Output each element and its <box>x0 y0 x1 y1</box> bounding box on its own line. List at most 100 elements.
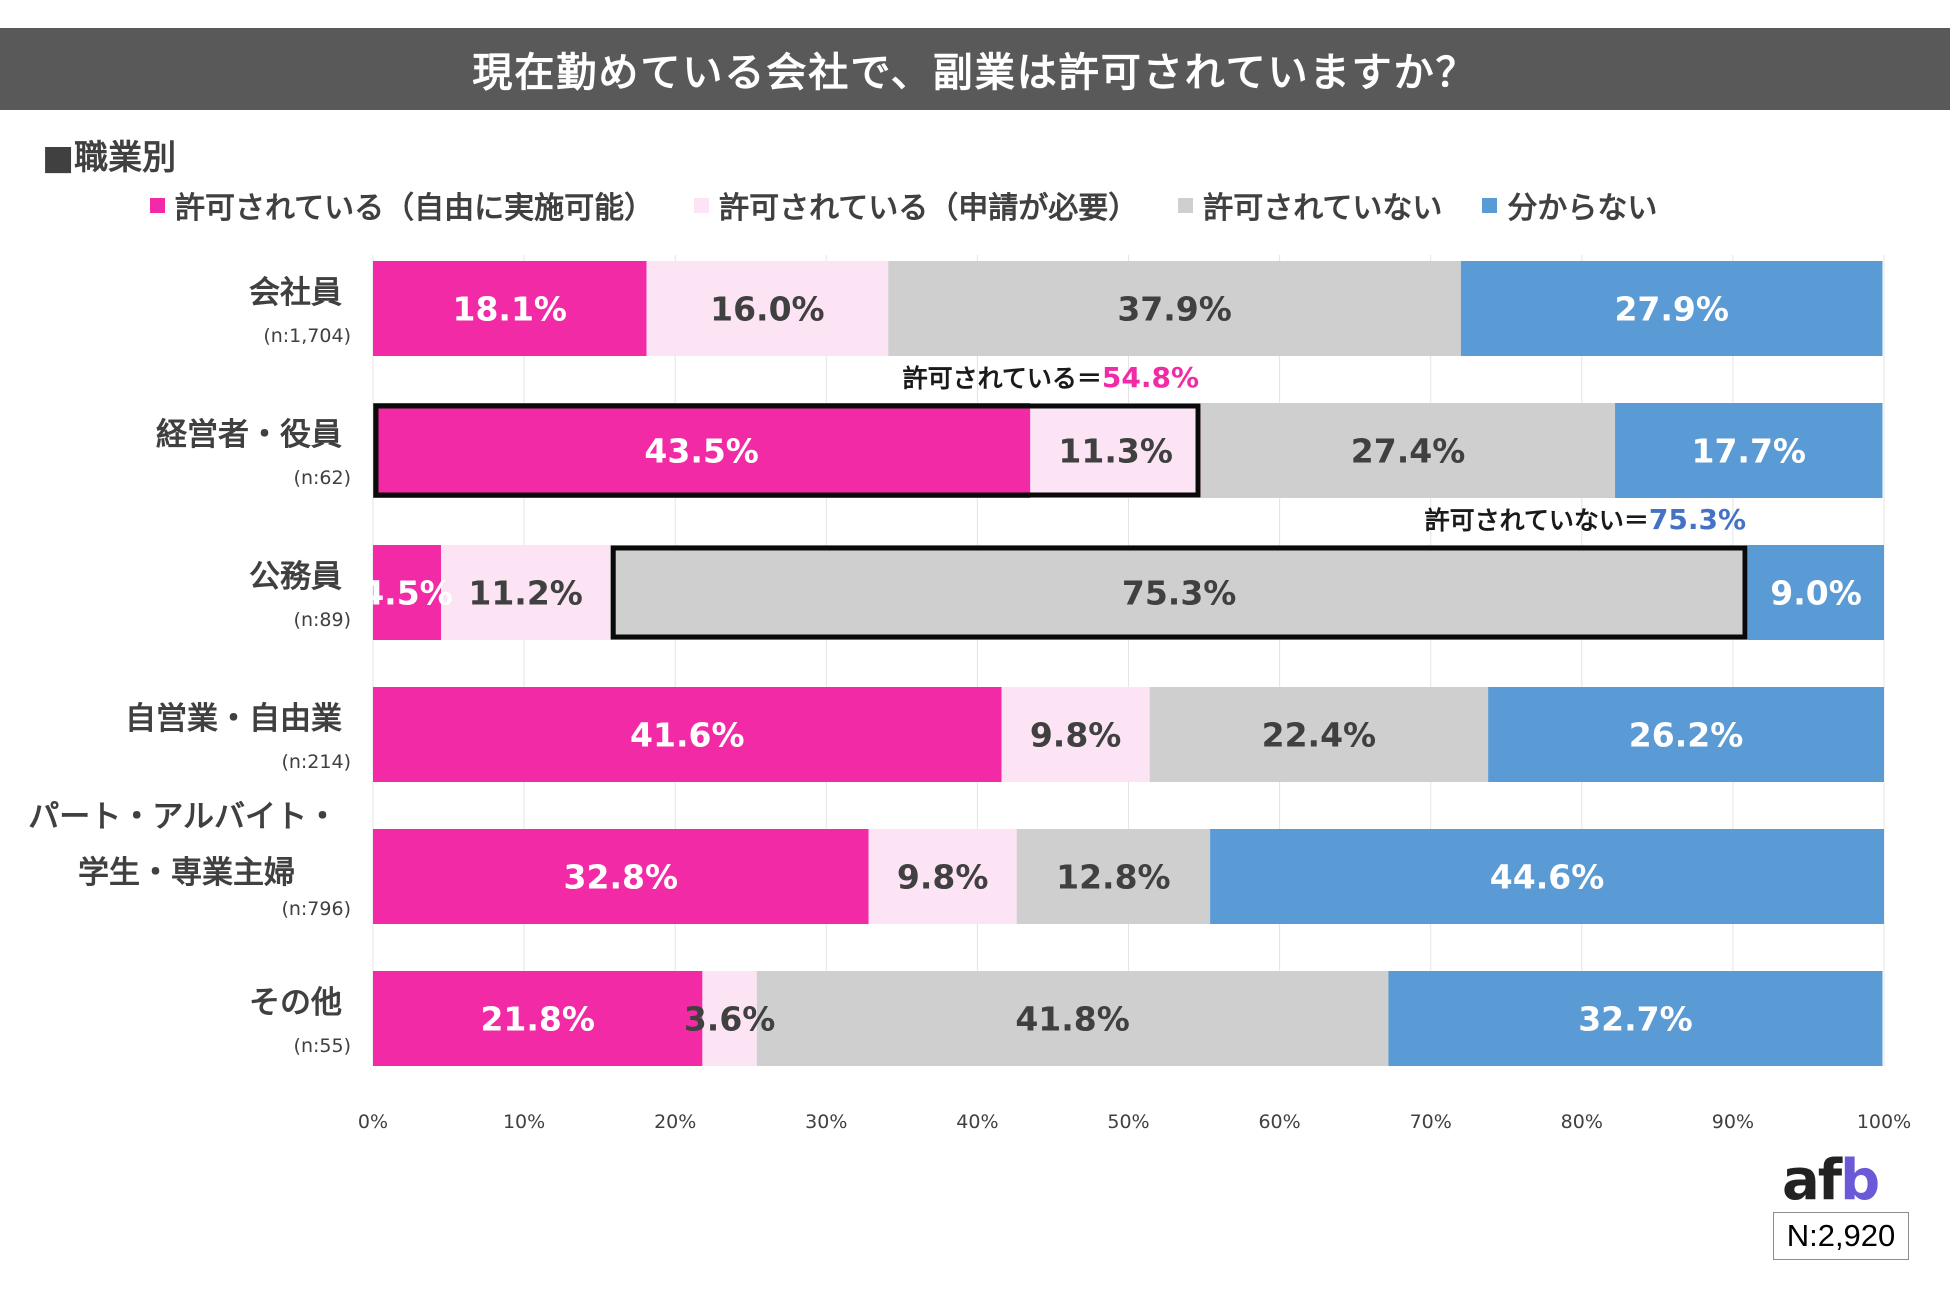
x-tick-label: 0% <box>358 1111 388 1133</box>
legend-swatch <box>150 197 165 213</box>
chart-subtitle: ■職業別 <box>42 138 177 178</box>
bar-segment <box>868 829 1017 924</box>
bar-segment <box>373 829 869 924</box>
x-tick-label: 50% <box>1107 1111 1149 1133</box>
bar-segment <box>373 971 703 1066</box>
sample-count-label: (n:55) <box>294 1035 351 1057</box>
sample-count-label: (n:796) <box>281 898 351 920</box>
bar-segment <box>1001 687 1150 782</box>
sample-count-label: (n:214) <box>281 751 351 773</box>
data-label: 17.7% <box>1692 432 1807 471</box>
legend-label: 許可されていない <box>1203 191 1443 226</box>
highlight-box <box>610 545 1748 640</box>
chart-title: 現在勤めている会社で、副業は許可されていますか？ <box>0 28 1950 110</box>
bar-segment <box>1149 687 1489 782</box>
data-label: 41.6% <box>630 716 745 755</box>
data-label: 43.5% <box>644 432 759 471</box>
category-label: 自営業・自由業 <box>125 701 342 737</box>
x-tick-label: 100% <box>1857 1111 1911 1133</box>
data-label: 21.8% <box>480 1000 595 1039</box>
legend-label: 分からない <box>1507 191 1658 226</box>
data-label: 12.8% <box>1056 858 1171 897</box>
data-label: 9.8% <box>897 858 989 897</box>
data-label: 32.7% <box>1578 1000 1693 1039</box>
data-label: 4.5% <box>361 574 453 613</box>
bar-segment <box>373 403 1031 498</box>
data-label: 32.8% <box>564 858 679 897</box>
data-label: 27.9% <box>1614 290 1729 329</box>
callout-annotation: 許可されている＝54.8% <box>903 361 1199 394</box>
x-tick-label: 70% <box>1410 1111 1452 1133</box>
callout-annotation: 許可されていない＝75.3% <box>1425 503 1746 536</box>
callout-value: 75.3% <box>1649 503 1746 536</box>
sample-count-label: (n:1,704) <box>263 325 351 347</box>
category-label: その他 <box>249 985 342 1021</box>
callout-text: 許可されている＝ <box>903 364 1102 393</box>
bar-segment <box>1210 829 1884 924</box>
legend-label: 許可されている（自由に実施可能） <box>175 191 655 226</box>
afb-logo: afb <box>1782 1148 1880 1213</box>
legend-item-3: 分からない <box>1482 183 1657 227</box>
legend-swatch <box>1178 197 1194 213</box>
data-label: 37.9% <box>1117 290 1232 329</box>
bar-segment <box>373 545 441 640</box>
x-tick-label: 10% <box>503 1111 545 1133</box>
bar-segment <box>373 261 647 356</box>
callout-text: 許可されていない＝ <box>1425 506 1649 535</box>
data-label: 3.6% <box>684 1000 776 1039</box>
bar-segment <box>1460 261 1883 356</box>
data-label: 18.1% <box>452 290 567 329</box>
bar-segment <box>440 545 611 640</box>
x-tick-label: 90% <box>1712 1111 1754 1133</box>
sample-count-label: (n:89) <box>294 609 351 631</box>
x-tick-label: 20% <box>654 1111 696 1133</box>
data-label: 22.4% <box>1262 716 1377 755</box>
logo-text-b: b <box>1840 1148 1880 1213</box>
logo-text-af: af <box>1782 1148 1842 1213</box>
data-label: 41.8% <box>1015 1000 1130 1039</box>
sample-size-box: N:2,920 <box>1773 1212 1909 1260</box>
bar-segment <box>1748 545 1884 640</box>
data-label: 11.2% <box>468 574 583 613</box>
category-label: 公務員 <box>249 559 342 595</box>
legend-label: 許可されている（申請が必要） <box>719 191 1139 226</box>
legend-item-1: 許可されている（申請が必要） <box>694 183 1138 227</box>
legend: 許可されている（自由に実施可能） 許可されている（申請が必要） 許可されていない 分か… <box>150 183 1657 227</box>
bar-segment <box>756 971 1389 1066</box>
bar-segment <box>610 545 1749 640</box>
x-tick-label: 30% <box>805 1111 847 1133</box>
legend-swatch <box>694 197 710 213</box>
x-tick-label: 80% <box>1561 1111 1603 1133</box>
sample-count-label: (n:62) <box>294 467 351 489</box>
data-label: 44.6% <box>1490 858 1605 897</box>
legend-item-2: 許可されていない <box>1178 183 1442 227</box>
data-label: 11.3% <box>1058 432 1173 471</box>
legend-swatch <box>1482 197 1498 213</box>
bar-segment <box>702 971 757 1066</box>
bar-segment <box>1030 403 1202 498</box>
data-label: 16.0% <box>710 290 825 329</box>
data-label: 27.4% <box>1351 432 1466 471</box>
bar-segment <box>1016 829 1211 924</box>
bar-segment <box>373 687 1002 782</box>
data-label: 26.2% <box>1629 716 1744 755</box>
x-tick-label: 60% <box>1258 1111 1300 1133</box>
category-label: 経営者・役員 <box>156 417 342 453</box>
data-label: 9.8% <box>1030 716 1122 755</box>
bar-segment <box>1201 403 1616 498</box>
callout-value: 54.8% <box>1102 361 1199 394</box>
x-tick-label: 40% <box>956 1111 998 1133</box>
bar-segment <box>646 261 889 356</box>
category-label: パート・アルバイト・ <box>28 799 338 835</box>
bar-segment <box>888 261 1461 356</box>
bar-segment <box>1388 971 1883 1066</box>
legend-item-0: 許可されている（自由に実施可能） <box>150 183 654 227</box>
bar-segment <box>1615 403 1883 498</box>
category-label: 学生・専業主婦 <box>78 855 295 891</box>
highlight-box <box>373 403 1201 498</box>
data-label: 9.0% <box>1770 574 1862 613</box>
bar-segment <box>1488 687 1884 782</box>
data-label: 75.3% <box>1122 574 1237 613</box>
category-label: 会社員 <box>249 275 342 311</box>
